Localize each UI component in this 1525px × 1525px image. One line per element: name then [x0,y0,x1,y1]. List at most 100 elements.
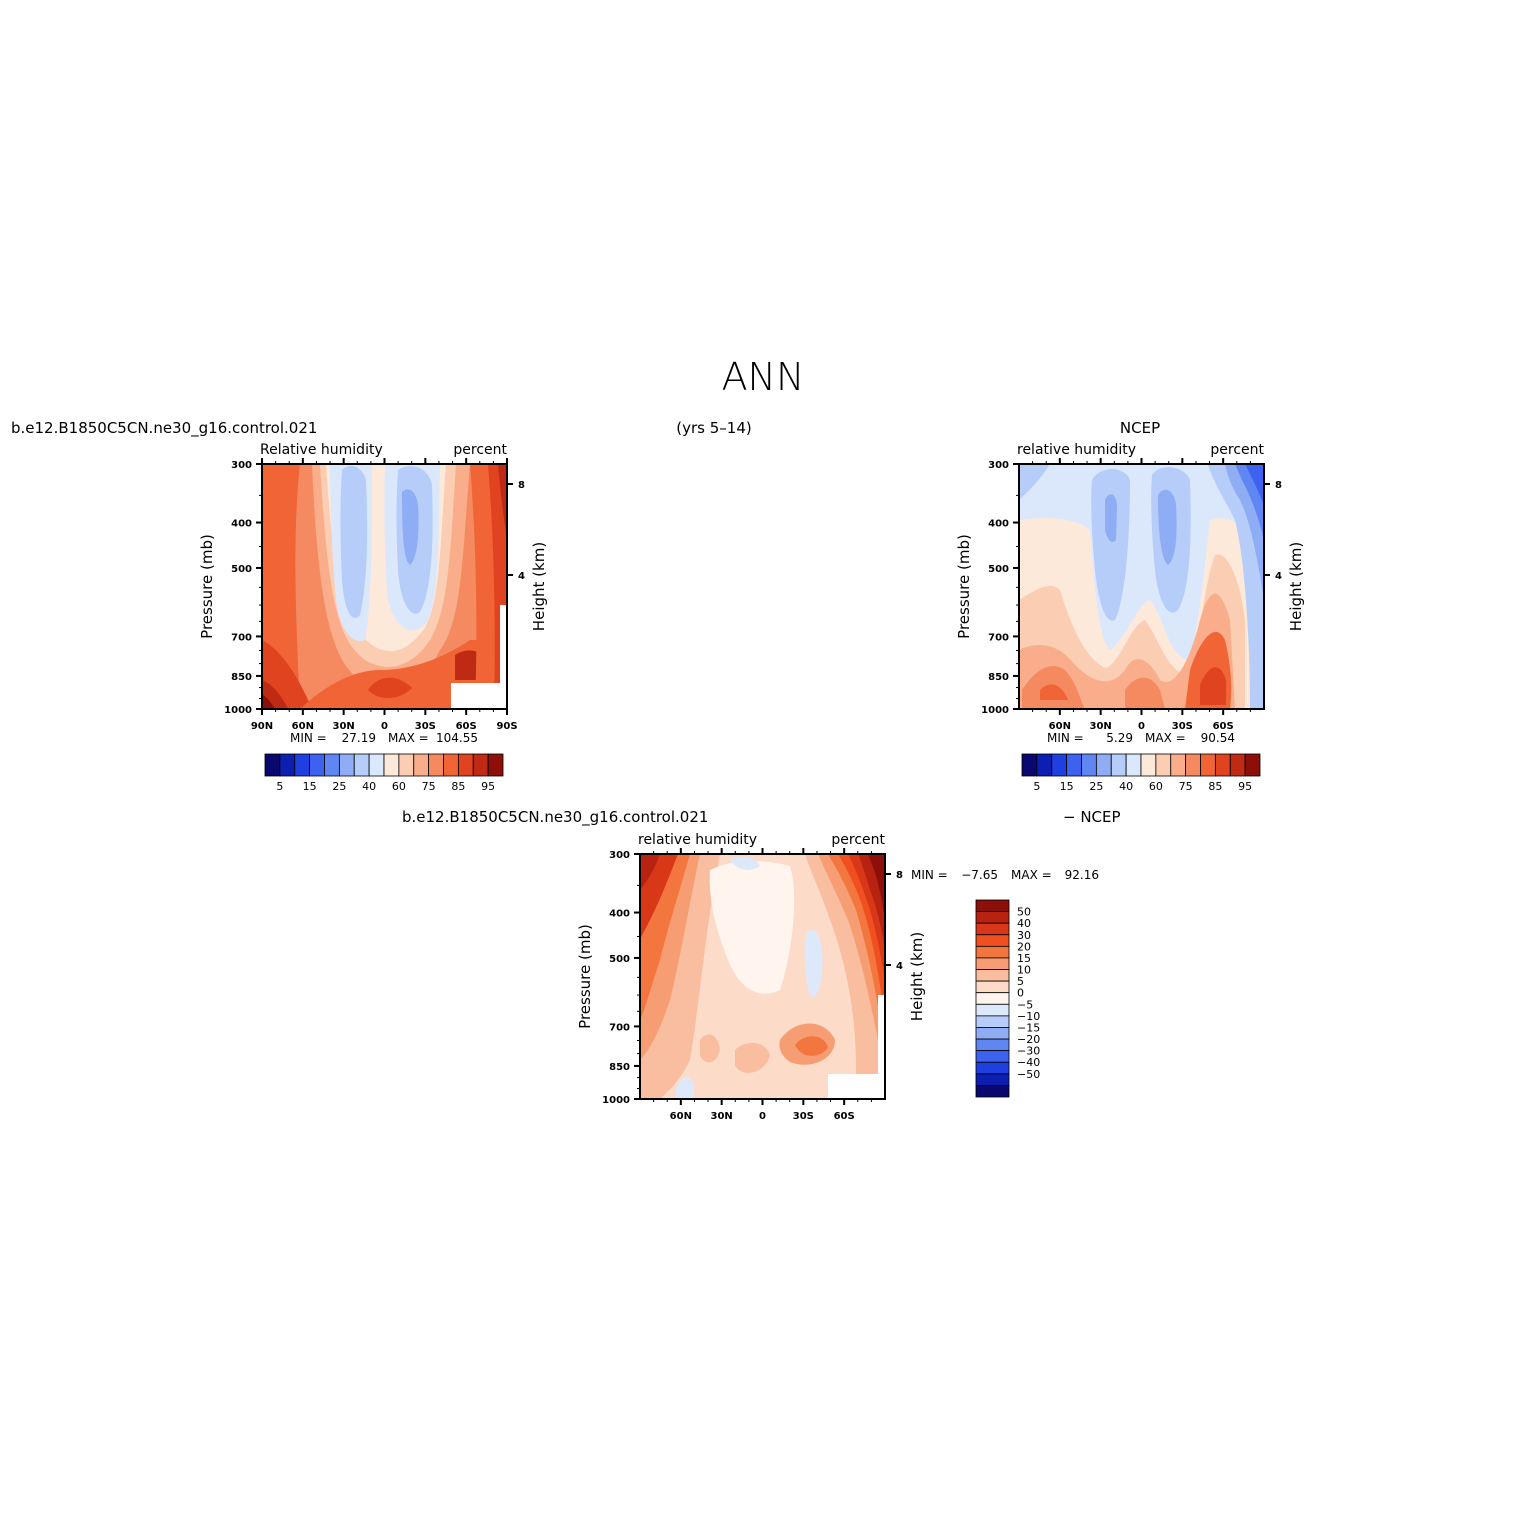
x-tick-label: 60S [834,1111,855,1122]
y-tick-label: 300 [988,460,1009,471]
stat-min-label: MIN = [290,731,327,745]
x-tick-label: 90S [496,721,517,732]
contour-fill [804,930,823,998]
colorbar-label: 0 [1017,987,1024,1000]
colorbar-swatch [975,1073,1010,1086]
colorbar-swatch [279,753,296,777]
contour-fill [1200,667,1226,705]
figure-years: (yrs 5–14) [676,419,751,437]
panel-diff-suffix: − NCEP [1063,808,1121,826]
colorbar-label: 40 [362,780,376,793]
contour-fill [402,489,419,565]
colorbar-swatch [975,969,1010,982]
panel-diff: b.e12.B1850C5CN.ne30_g16.control.021 − N… [402,808,1121,1100]
contour-fill [498,464,507,540]
colorbar-label: 10 [1017,964,1031,977]
colorbar-swatch [1051,753,1068,777]
y-tick-label: 1000 [602,1095,630,1106]
colorbar-label: 40 [1119,780,1133,793]
missing-data-patch [500,605,507,685]
y-tick-label: 400 [988,519,1009,530]
colorbar-label: 95 [481,780,495,793]
missing-data-patch [878,995,885,1075]
colorbar-swatch [1110,753,1127,777]
y-tick-label: 700 [988,632,1009,643]
y-tick-label: 500 [231,564,252,575]
colorbar-label: 75 [1179,780,1193,793]
colorbar-swatch [1155,753,1172,777]
contour-fill [1105,494,1117,542]
colorbar-swatch [428,753,444,777]
colorbar-swatch [1095,753,1112,777]
colorbar-label: 75 [422,780,436,793]
y-right-tick-label: 8 [1275,480,1282,491]
colorbar-swatch [1229,753,1246,777]
colorbar-swatch [487,753,504,777]
colorbar-label: 95 [1238,780,1252,793]
colorbar-label: 60 [392,780,406,793]
y-tick-label: 400 [231,519,252,530]
colorbar-swatch [1170,753,1187,777]
colorbar-swatch [472,753,489,777]
colorbar-swatch [294,753,311,777]
colorbar-swatch [975,1061,1010,1075]
contour-fill [1091,469,1130,621]
y-tick-label: 1000 [981,705,1009,716]
contour-fill [640,854,660,890]
y-tick-label: 700 [231,632,252,643]
x-tick-label: 30S [793,1111,814,1122]
colorbar-swatch [309,753,325,777]
stat-min-value: 5.29 [1106,731,1133,745]
colorbar-swatch [1021,753,1038,777]
x-tick-label: 90N [251,721,273,732]
panel-ncep-left-label: relative humidity [1017,442,1136,458]
colorbar-swatch [383,753,400,777]
colorbar-label: 85 [1208,780,1222,793]
contour-fill [1158,489,1177,565]
stat-min-value: −7.65 [961,868,998,882]
panel-diff-legend: MIN = −7.65 MAX = 92.1650403020151050−5−10−… [911,868,1099,1098]
y-tick-label: 500 [988,564,1009,575]
contour-fill [868,854,885,920]
panel-ncep-right-label: percent [1210,442,1264,458]
y-tick-label: 850 [988,672,1009,683]
colorbar-label: 85 [451,780,465,793]
x-tick-label: 60N [292,721,314,732]
stat-max-label: MAX = [1011,868,1052,882]
x-tick-label: 0 [759,1111,766,1122]
panel-2-axes: 300 400 500 700 850 1000 Pressure (mb) 8 4 Height… [576,848,926,1122]
y-axis-label: Pressure (mb) [198,534,216,639]
panel-ncep-contours [1019,464,1264,709]
contour-fill [735,1043,770,1073]
colorbar-label: −50 [1017,1068,1040,1081]
y-right-tick-label: 4 [896,961,903,972]
x-tick-label: 60N [670,1111,692,1122]
panel-diff-right-label: percent [831,832,885,848]
stat-min-label: MIN = [1047,731,1084,745]
colorbar-label: 40 [1017,917,1031,930]
x-tick-label: 30S [1172,721,1193,732]
contour-fill [1019,464,1050,500]
panel-model: b.e12.B1850C5CN.ne30_g16.control.021 Rel… [11,419,508,710]
x-tick-label: 0 [381,721,388,732]
colorbar-label: −30 [1017,1045,1040,1058]
colorbar-swatch [368,753,385,777]
y-tick-label: 700 [609,1022,630,1033]
stat-max-value: 104.55 [436,731,478,745]
colorbar-swatch [1244,753,1261,777]
panel-diff-case: b.e12.B1850C5CN.ne30_g16.control.021 [402,808,708,827]
y-tick-label: 300 [609,850,630,861]
colorbar-swatch [398,753,415,777]
y-tick-label: 850 [609,1062,630,1073]
y-right-axis-label: Height (km) [908,932,926,1021]
colorbar-swatch [975,1085,1010,1098]
colorbar-swatch [975,1003,1010,1017]
colorbar-label: −15 [1017,1021,1040,1034]
missing-data-patch [828,1074,885,1099]
colorbar-swatch [413,753,430,777]
panel-ncep: NCEP relative humidity percent [1017,419,1265,710]
colorbar-label: 25 [332,780,346,793]
colorbar-swatch [975,1015,1010,1028]
stat-max-value: 90.54 [1201,731,1235,745]
